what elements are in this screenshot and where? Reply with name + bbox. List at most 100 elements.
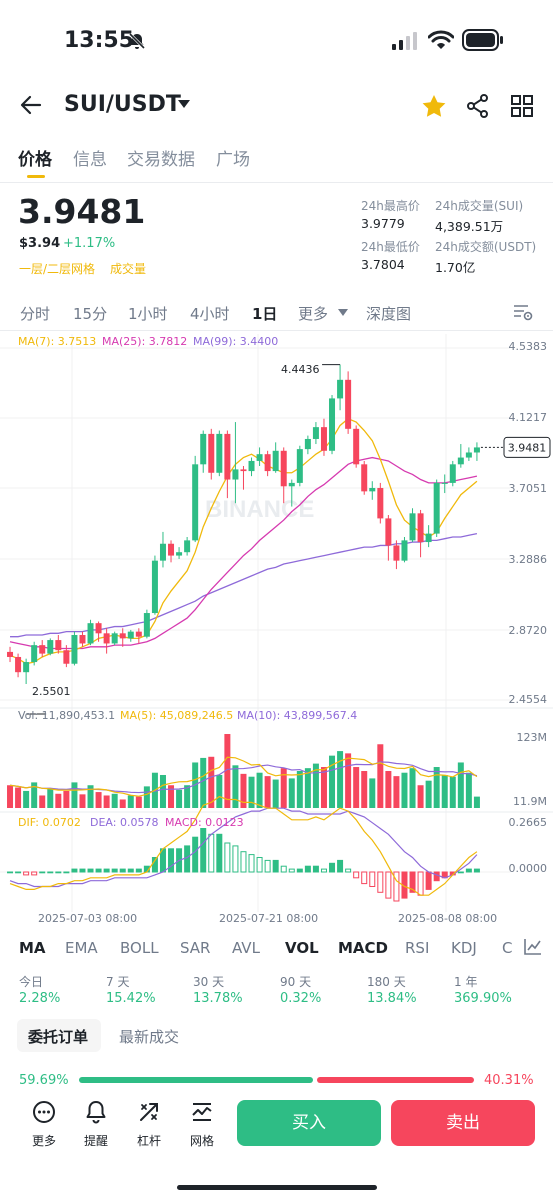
macd-histogram-bar bbox=[119, 868, 126, 873]
indicator-boll[interactable]: BOLL bbox=[120, 939, 159, 957]
macd-histogram-bar bbox=[232, 845, 239, 873]
volume-bar bbox=[361, 771, 368, 808]
nav-leverage[interactable]: 杠杆 bbox=[129, 1100, 169, 1149]
share-icon[interactable] bbox=[466, 94, 490, 118]
chevron-down-icon[interactable] bbox=[178, 100, 190, 110]
tab-info[interactable]: 信息 bbox=[73, 150, 107, 170]
macd-histogram-bar bbox=[95, 868, 102, 873]
candle-body bbox=[135, 631, 142, 637]
candle-body bbox=[31, 645, 38, 663]
date-axis-tick: 2025-07-03 08:00 bbox=[38, 912, 137, 925]
indicator-ma[interactable]: MA bbox=[19, 939, 46, 957]
tab-square[interactable]: 广场 bbox=[216, 150, 250, 170]
volume-bar bbox=[176, 789, 183, 808]
volume-bar bbox=[457, 762, 464, 808]
candle-body bbox=[119, 633, 126, 639]
more-icon bbox=[33, 1101, 55, 1123]
divider bbox=[0, 182, 553, 183]
grid-link[interactable]: 一层/二层网格 bbox=[19, 262, 96, 276]
macd-histogram-bar bbox=[288, 868, 295, 873]
volume-bar bbox=[449, 776, 456, 808]
candle-body bbox=[377, 487, 384, 519]
indicator-vol[interactable]: VOL bbox=[285, 939, 319, 957]
interval-1d[interactable]: 1日 bbox=[252, 305, 278, 323]
interval-1h[interactable]: 1小时 bbox=[128, 305, 168, 323]
nav-more[interactable]: 更多 bbox=[24, 1100, 64, 1149]
macd-histogram-bar bbox=[39, 871, 46, 874]
indicator-macd[interactable]: MACD bbox=[338, 939, 388, 957]
volume-bar bbox=[288, 778, 295, 808]
chart-labels: 4.5383 4.1217 3.7051 3.2886 2.8720 2.4554 123M… bbox=[26, 340, 551, 925]
perf-value-today: 2.28% bbox=[19, 991, 61, 1006]
candle-body bbox=[441, 482, 448, 484]
nav-grid[interactable]: 网格 bbox=[182, 1100, 222, 1149]
indicator-kdj[interactable]: KDJ bbox=[451, 939, 477, 957]
interval-15m[interactable]: 15分 bbox=[73, 305, 108, 323]
candle-body bbox=[15, 656, 22, 673]
indicator-ema[interactable]: EMA bbox=[65, 939, 98, 957]
last-price-tag-box bbox=[503, 436, 551, 458]
buy-ratio: 59.69% bbox=[19, 1073, 69, 1088]
bell-muted-icon bbox=[128, 32, 146, 50]
candle-body bbox=[264, 454, 271, 472]
chart-settings-icon[interactable] bbox=[513, 303, 533, 321]
indicator-chart-icon[interactable] bbox=[523, 938, 543, 956]
candle-body bbox=[433, 482, 440, 534]
volume-bar bbox=[55, 793, 62, 808]
macd-histogram-bar bbox=[385, 871, 392, 899]
vol-ma10-legend: MA(10): 43,899,567.4 bbox=[237, 709, 357, 722]
high-marker-label: 4.4436 bbox=[281, 363, 320, 376]
volume-link[interactable]: 成交量 bbox=[110, 262, 147, 276]
interval-4h[interactable]: 4小时 bbox=[190, 305, 230, 323]
indicator-avl[interactable]: AVL bbox=[232, 939, 260, 957]
tab-latest-trades[interactable]: 最新成交 bbox=[119, 1028, 180, 1046]
interval-depth[interactable]: 深度图 bbox=[366, 305, 412, 323]
perf-value-1y: 369.90% bbox=[454, 991, 512, 1006]
nav-alert-label: 提醒 bbox=[83, 1134, 108, 1148]
volume-bar bbox=[240, 773, 247, 808]
tab-orders[interactable]: 委托订单 bbox=[28, 1028, 89, 1046]
candle-body bbox=[7, 651, 14, 657]
macd-histogram-bar bbox=[329, 862, 336, 873]
star-favorite-icon[interactable] bbox=[422, 95, 446, 117]
candlestick-chart[interactable]: BINANCE 4.5383 4.1217 3.7051 3.2886 2.8720 2.… bbox=[0, 331, 553, 927]
macd-histogram-bar bbox=[304, 865, 311, 873]
low-marker-label: 2.5501 bbox=[32, 685, 71, 698]
volume-sui-label: 24h成交量(SUI) bbox=[435, 199, 524, 213]
candle-body bbox=[312, 427, 319, 439]
status-bar: 13:55 bbox=[0, 0, 553, 80]
candle-body bbox=[151, 560, 158, 614]
interval-more[interactable]: 更多 bbox=[298, 305, 329, 323]
price-axis-tick: 3.7051 bbox=[509, 482, 548, 495]
pair-title[interactable]: SUI/USDT bbox=[64, 92, 181, 117]
candle-body bbox=[329, 398, 336, 451]
perf-value-30d: 13.78% bbox=[193, 991, 243, 1006]
more-chevron-icon[interactable] bbox=[338, 309, 348, 317]
grid-trading-icon bbox=[192, 1103, 212, 1121]
perf-value-7d: 15.42% bbox=[106, 991, 156, 1006]
interval-timeline[interactable]: 分时 bbox=[20, 305, 51, 323]
buy-button[interactable]: 买入 bbox=[237, 1100, 381, 1146]
tab-orders-bg[interactable] bbox=[17, 1019, 101, 1052]
sell-button[interactable]: 卖出 bbox=[391, 1100, 535, 1146]
ratio-bar bbox=[79, 1077, 474, 1083]
indicator-rsi[interactable]: RSI bbox=[405, 939, 430, 957]
indicator-sar[interactable]: SAR bbox=[180, 939, 211, 957]
macd-histogram-bar bbox=[127, 868, 134, 873]
indicator-c[interactable]: C bbox=[502, 939, 513, 957]
chart-grid bbox=[0, 334, 553, 912]
ma7-line bbox=[9, 417, 478, 665]
tab-price[interactable]: 价格 bbox=[18, 150, 52, 170]
back-arrow-icon[interactable] bbox=[20, 94, 42, 116]
candle-body bbox=[208, 433, 215, 473]
price-axis-tick: 4.5383 bbox=[509, 340, 548, 353]
candle-body bbox=[320, 427, 327, 451]
volume-bar bbox=[393, 776, 400, 808]
nav-alert[interactable]: 提醒 bbox=[76, 1100, 116, 1149]
macd-histogram-bar bbox=[168, 848, 175, 873]
candle-body bbox=[87, 623, 94, 644]
volume-bar bbox=[296, 771, 303, 808]
tab-trading-data[interactable]: 交易数据 bbox=[127, 150, 195, 170]
ma25-legend: MA(25): 3.7812 bbox=[102, 335, 187, 348]
layout-grid-icon[interactable] bbox=[511, 95, 533, 117]
